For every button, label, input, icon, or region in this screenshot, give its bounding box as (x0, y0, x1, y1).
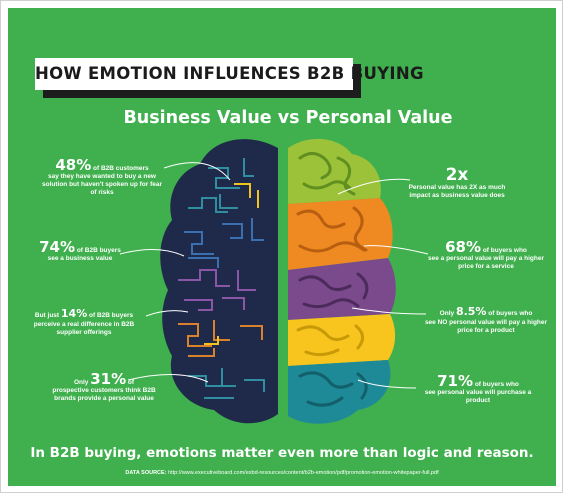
stat-71-label: of buyers who (474, 381, 519, 388)
right-green-section (288, 138, 381, 204)
data-source: DATA SOURCE: http://www.executiveboard.c… (8, 470, 556, 476)
left-maze-orange (178, 320, 263, 357)
bottom-tagline-prefix: In B2B buying, (30, 445, 142, 461)
left-maze-yellow (204, 183, 259, 345)
stat-71: 71% of buyers who see personal value wil… (418, 374, 538, 405)
stat-68-desc: see a personal value will pay a higher p… (428, 255, 544, 270)
stat-48-desc: say they have wanted to buy a new soluti… (42, 173, 162, 196)
stat-74: 74% of B2B buyers see a business value (32, 240, 128, 263)
stat-31-number: 31% (90, 370, 127, 388)
stat-74-number: 74% (39, 238, 75, 256)
stat-48: 48% of B2B customers say they have wante… (42, 158, 162, 197)
bottom-tagline: In B2B buying, emotions matter even more… (16, 445, 548, 461)
data-source-link[interactable]: http://www.executiveboard.com/exbd-resou… (168, 470, 439, 476)
right-orange-section (288, 198, 393, 270)
subtitle: Business Value vs Personal Value (123, 108, 453, 128)
brain-illustration (119, 138, 429, 424)
connector-48 (163, 162, 231, 181)
connector-68 (363, 245, 429, 255)
stat-2x: 2x Personal value has 2X as much impact … (402, 166, 512, 200)
stat-2x-number: 2x (445, 165, 469, 185)
stat-14-prefix: But just (34, 312, 60, 319)
connector-lines (119, 162, 429, 389)
stat-48-label: of B2B customers (93, 165, 149, 172)
data-source-label: DATA SOURCE: (125, 470, 167, 476)
connector-71 (357, 379, 417, 389)
right-yellow-folds (296, 324, 364, 357)
stat-85-label: of buyers who (488, 310, 533, 317)
stat-71-number: 71% (437, 372, 474, 390)
stat-14-number: 14% (60, 307, 88, 320)
bottom-tagline-rest: emotions matter even more than logic and… (146, 445, 534, 461)
stat-85-number: 8.5% (455, 305, 487, 318)
stat-31: Only 31% of prospective customers think … (48, 372, 160, 403)
stat-68: 68% of buyers who see a personal value w… (424, 240, 548, 271)
stat-31-label: of (127, 379, 135, 386)
stat-14-desc: perceive a real difference in B2B suppli… (33, 321, 135, 336)
left-maze-purple (178, 269, 256, 311)
connector-2x (337, 178, 411, 195)
left-hemisphere-shape (160, 139, 278, 424)
left-hemisphere (160, 139, 278, 424)
connector-14 (145, 310, 189, 317)
right-hemisphere (288, 138, 396, 424)
title-banner: HOW EMOTION INFLUENCES B2B BUYING (35, 58, 423, 90)
stat-14-label: of B2B buyers (89, 312, 134, 319)
stat-71-desc: see personal value will purchase a produ… (424, 389, 532, 404)
stat-14: But just 14% of B2B buyers perceive a re… (22, 306, 146, 337)
stat-74-desc: see a business value (47, 255, 113, 262)
stat-85-prefix: Only (439, 310, 455, 317)
stat-85: Only 8.5% of buyers who see NO personal … (424, 304, 548, 335)
stat-31-desc: prospective customers think B2B brands p… (52, 387, 156, 402)
connector-85 (351, 307, 427, 315)
stat-31-prefix: Only (73, 379, 89, 386)
left-maze-blue (184, 218, 264, 268)
stat-48-number: 48% (55, 156, 92, 174)
stat-2x-desc: Personal value has 2X as much impact as … (408, 184, 506, 199)
right-teal-folds (298, 371, 368, 407)
stat-68-number: 68% (445, 238, 482, 256)
stat-68-label: of buyers who (482, 247, 527, 254)
right-orange-folds (296, 206, 368, 253)
connector-31 (127, 374, 209, 383)
connector-74 (119, 248, 185, 257)
right-teal-section (288, 360, 391, 424)
stat-85-desc: see NO personal value will pay a higher … (424, 319, 548, 334)
infographic-panel: HOW EMOTION INFLUENCES B2B BUYING Busine… (8, 8, 556, 486)
stat-74-label: of B2B buyers (76, 247, 121, 254)
left-maze-teal (188, 158, 254, 213)
right-purple-folds (298, 272, 369, 309)
